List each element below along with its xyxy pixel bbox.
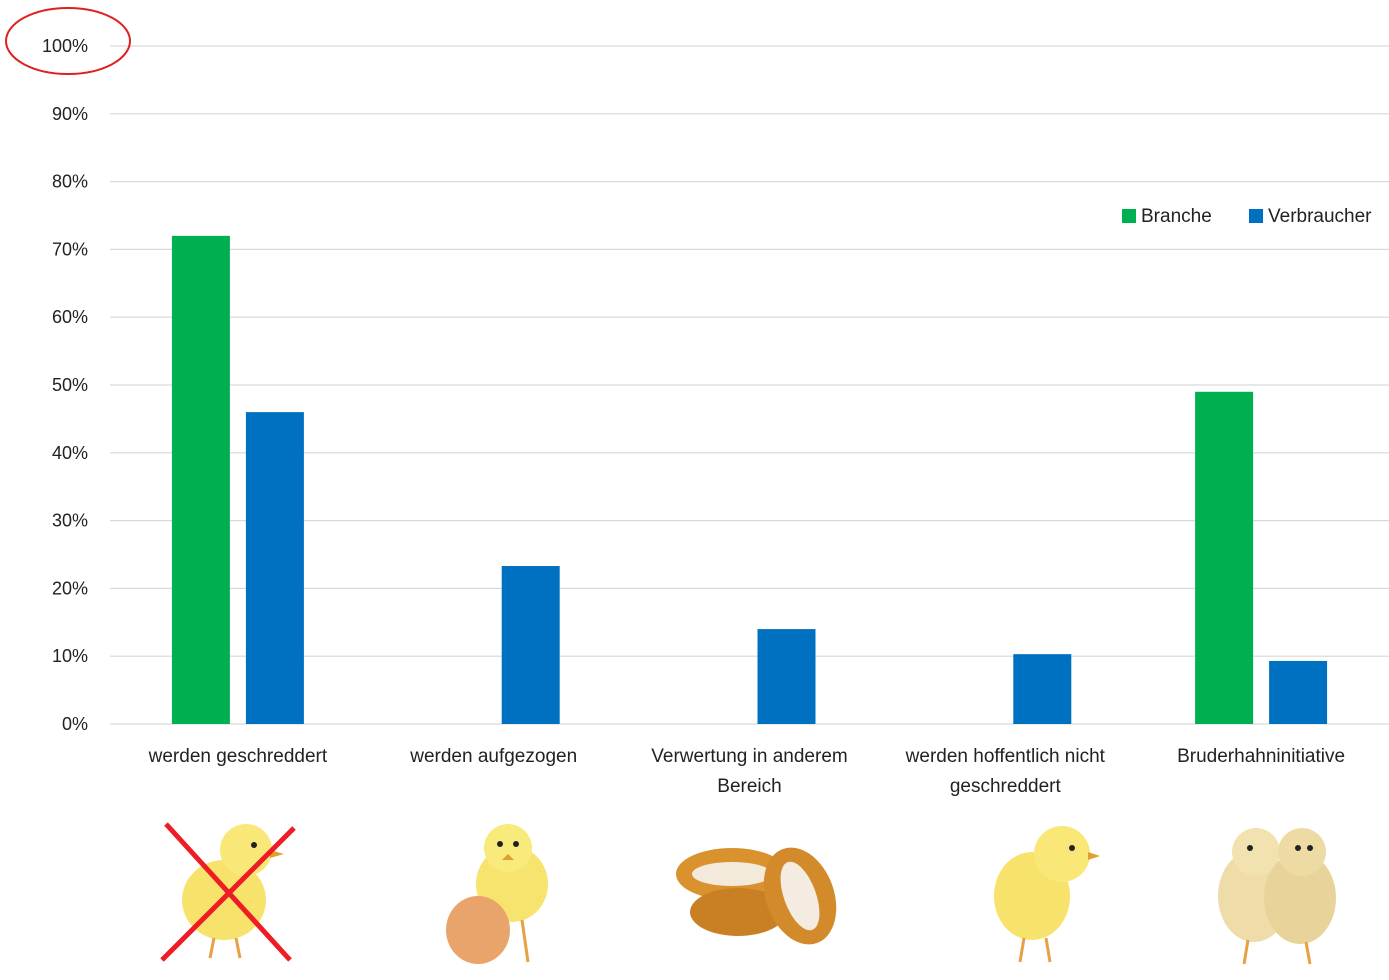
category-label: werden geschreddert <box>148 746 328 767</box>
bar-verbraucher-3 <box>1013 654 1072 724</box>
y-tick-label: 10% <box>52 646 88 666</box>
legend-swatch-branche <box>1122 209 1136 223</box>
y-tick-label: 50% <box>52 375 88 395</box>
category-label: Verwertung in anderem Bereich <box>651 746 847 797</box>
legend-label-branche: Branche <box>1141 206 1212 227</box>
crossed-out-chick-icon <box>160 822 296 962</box>
y-axis-tick-labels: 0% 10% 20% 30% 40% 50% 60% 70% 80% 90% 100% <box>42 36 88 734</box>
chick-with-egg-icon <box>446 824 548 964</box>
bar-branche-4 <box>1195 391 1254 724</box>
legend-label-verbraucher: Verbraucher <box>1268 206 1372 227</box>
highlight-ring <box>5 7 131 75</box>
bars <box>171 235 1328 724</box>
y-tick-label: 100% <box>42 36 88 56</box>
chick-icon <box>994 826 1100 963</box>
two-chicks-icon <box>1218 828 1336 965</box>
y-tick-label: 90% <box>52 104 88 124</box>
y-tick-label: 20% <box>52 578 88 598</box>
bar-verbraucher-1 <box>501 566 560 724</box>
bar-verbraucher-2 <box>757 629 816 724</box>
legend-swatch-verbraucher <box>1249 209 1263 223</box>
y-tick-label: 30% <box>52 511 88 531</box>
bar-verbraucher-0 <box>245 412 304 724</box>
bar-branche-0 <box>171 235 230 724</box>
y-tick-label: 70% <box>52 239 88 259</box>
y-tick-label: 60% <box>52 307 88 327</box>
legend: Branche Verbraucher <box>1122 206 1372 227</box>
bar-verbraucher-4 <box>1269 660 1328 724</box>
category-labels: werden geschreddert werden aufgezogen Verw… <box>148 746 1345 797</box>
y-tick-label: 40% <box>52 443 88 463</box>
category-label: werden aufgezogen <box>409 746 577 767</box>
gridlines <box>110 45 1389 725</box>
y-tick-label: 80% <box>52 172 88 192</box>
category-label: werden hoffentlich nicht geschreddert <box>905 746 1106 797</box>
y-tick-label: 0% <box>62 714 88 734</box>
chicken-nuggets-icon <box>676 847 837 945</box>
category-label: Bruderhahninitiative <box>1177 746 1345 767</box>
